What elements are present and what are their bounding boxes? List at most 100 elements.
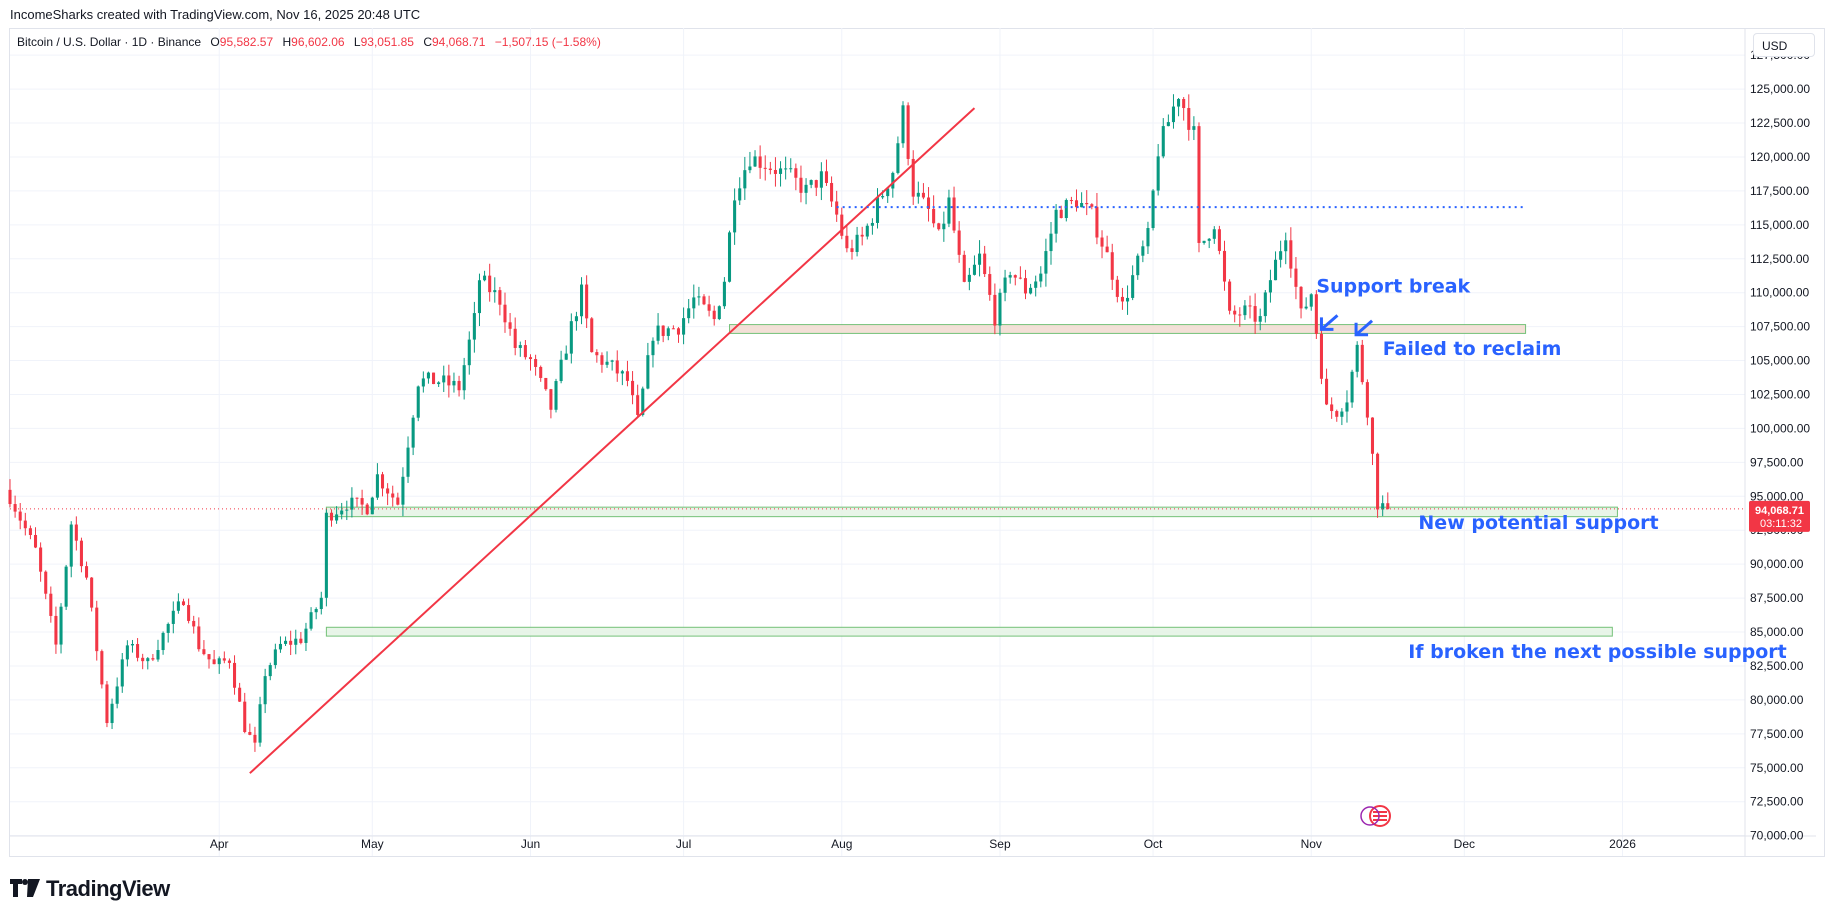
candle-body (539, 366, 543, 378)
candle-body (926, 197, 931, 209)
trendline[interactable] (249, 107, 976, 774)
candle-body (1039, 273, 1043, 282)
candle-body (1105, 246, 1109, 253)
time-tick-label: Sep (989, 837, 1011, 851)
candle-body (130, 644, 135, 646)
candle-body (467, 339, 471, 366)
candle-body (789, 168, 793, 170)
price-tick-label: 97,500.00 (1750, 455, 1804, 469)
candle-body (753, 156, 757, 167)
drawings[interactable] (10, 107, 1745, 774)
candle-body (717, 306, 721, 320)
close-value: 94,068.71 (432, 35, 486, 49)
time-axis[interactable]: Apr May Jun Jul Aug Sep Oct Nov Dec 2026 (210, 837, 1636, 851)
currency-button[interactable]: USD (1753, 33, 1815, 57)
candle-body (1289, 240, 1293, 269)
candle-body (911, 158, 915, 197)
candle-body (273, 649, 277, 666)
candle-body (983, 253, 987, 275)
candle-body (386, 488, 390, 494)
candle-body (942, 223, 946, 230)
countdown-value: 03:11:32 (1760, 518, 1802, 530)
candle-body (227, 660, 231, 663)
candle-body (651, 340, 655, 356)
price-tick-label: 100,000.00 (1750, 421, 1810, 435)
candle-body (329, 512, 334, 521)
next-support-zone[interactable] (325, 626, 1613, 637)
candle-body (661, 325, 665, 336)
candle-body (232, 662, 237, 688)
candle-body (600, 355, 604, 365)
candle-body (763, 167, 767, 169)
price-tick-label: 122,500.00 (1750, 116, 1810, 130)
candle-body (1207, 238, 1211, 241)
candle-body (54, 615, 58, 645)
price-tick-label: 95,000.00 (1750, 489, 1804, 503)
candle-body (1090, 204, 1094, 207)
candle-body (1182, 99, 1186, 109)
candle-body (1034, 281, 1038, 288)
footer-brand[interactable]: TradingView (10, 876, 170, 903)
candle-body (1233, 310, 1237, 315)
resistance-turned-zone[interactable] (729, 324, 1527, 334)
candle-body (1314, 294, 1318, 334)
arrow-shaft (1355, 319, 1374, 336)
candle-body (860, 234, 864, 237)
candle-body (692, 297, 696, 309)
time-tick-label: Jun (521, 837, 540, 851)
candle-body (493, 290, 497, 293)
candle-body (1151, 190, 1155, 229)
candle-body (702, 296, 706, 305)
candle-body (1386, 503, 1390, 509)
annotation-text: New potential support (1418, 512, 1658, 534)
candle-body (1248, 305, 1252, 307)
candle-body (1146, 228, 1150, 247)
candle-body (1253, 306, 1257, 322)
candle-body (1263, 292, 1267, 317)
candle-body (508, 322, 512, 329)
annotation-text: Failed to reclaim (1383, 338, 1562, 360)
last-price-tag: 94,068.71 03:11:32 (1749, 500, 1810, 532)
candle-body (1131, 275, 1135, 298)
candle-body (1202, 240, 1206, 243)
candle-body (437, 382, 441, 385)
candle-body (590, 318, 594, 353)
candle-body (309, 612, 313, 629)
candle-body (483, 275, 487, 281)
candle-body (870, 222, 874, 226)
candle-body (1177, 99, 1181, 107)
candle-body (1243, 305, 1247, 316)
candle-body (192, 620, 196, 627)
symbol-title[interactable]: Bitcoin / U.S. Dollar · 1D · Binance (17, 35, 202, 49)
candle-body (212, 659, 216, 665)
candle-body (779, 168, 783, 174)
candle-body (1018, 277, 1022, 279)
candle-body (278, 643, 282, 650)
candle-body (1044, 251, 1048, 274)
candle-body (380, 474, 385, 489)
price-axis[interactable]: 127,500.00125,000.00122,500.00120,000.00… (1750, 48, 1810, 842)
candle-body (697, 296, 701, 298)
candle-body (1360, 344, 1364, 383)
candle-body (534, 359, 538, 367)
candle-body (1345, 402, 1349, 412)
candle-body (340, 510, 344, 515)
candle-body (518, 345, 522, 348)
candle-body (44, 571, 48, 594)
candle-body (1330, 404, 1334, 412)
candle-body (1141, 246, 1145, 256)
candle-body (95, 607, 99, 652)
candle-body (304, 628, 308, 643)
candle-body (1325, 378, 1329, 405)
candle-body (748, 166, 752, 171)
high-value: 96,602.06 (291, 35, 345, 49)
event-flag-icon[interactable] (1360, 805, 1391, 827)
candle-body (794, 168, 798, 178)
candle-body (814, 180, 818, 188)
candle-body (830, 182, 834, 202)
candle-body (722, 281, 726, 307)
price-tick-label: 110,000.00 (1750, 286, 1809, 300)
change-value: −1,507.15 (−1.58%) (494, 35, 601, 49)
candle-body (1059, 209, 1063, 219)
